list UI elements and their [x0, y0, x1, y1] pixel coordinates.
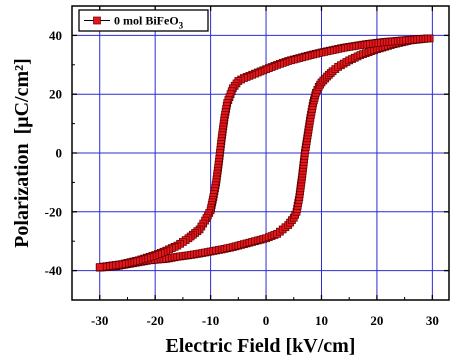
- y-tick-label: 20: [49, 87, 62, 102]
- y-tick-label: 0: [56, 146, 63, 161]
- y-axis-title: Polarization [μC/cm²]: [11, 58, 33, 248]
- legend-box: [78, 9, 209, 32]
- y-tick-label: -20: [45, 204, 62, 219]
- y-tick-label: 40: [49, 28, 62, 43]
- y-axis-title-unit: [μC/cm²]: [11, 58, 33, 134]
- y-tick-label: -40: [45, 263, 62, 278]
- legend-label: 0 mol BiFeO3: [114, 14, 184, 31]
- y-axis-title-quantity: Polarization: [11, 143, 33, 247]
- x-tick-label: -10: [202, 313, 219, 328]
- x-axis-title: Electric Field [kV/cm]: [166, 335, 356, 357]
- x-tick-label: 20: [370, 313, 383, 328]
- x-tick-label: -20: [146, 313, 163, 328]
- legend-label-subscript: 3: [179, 21, 184, 31]
- x-tick-label: 30: [426, 313, 439, 328]
- data-series: [95, 34, 434, 272]
- x-tick-label: 10: [315, 313, 328, 328]
- legend-marker: [93, 16, 101, 25]
- axis-ticks: -30 -20 -10 0 10 20 30 -40 -20 0 20 40: [45, 6, 449, 328]
- grid: [72, 6, 449, 300]
- x-tick-label: -30: [91, 313, 108, 328]
- data-point: [95, 263, 104, 271]
- legend: 0 mol BiFeO3: [78, 9, 209, 32]
- x-tick-label: 0: [263, 313, 270, 328]
- legend-label-text: 0 mol BiFeO: [114, 14, 179, 28]
